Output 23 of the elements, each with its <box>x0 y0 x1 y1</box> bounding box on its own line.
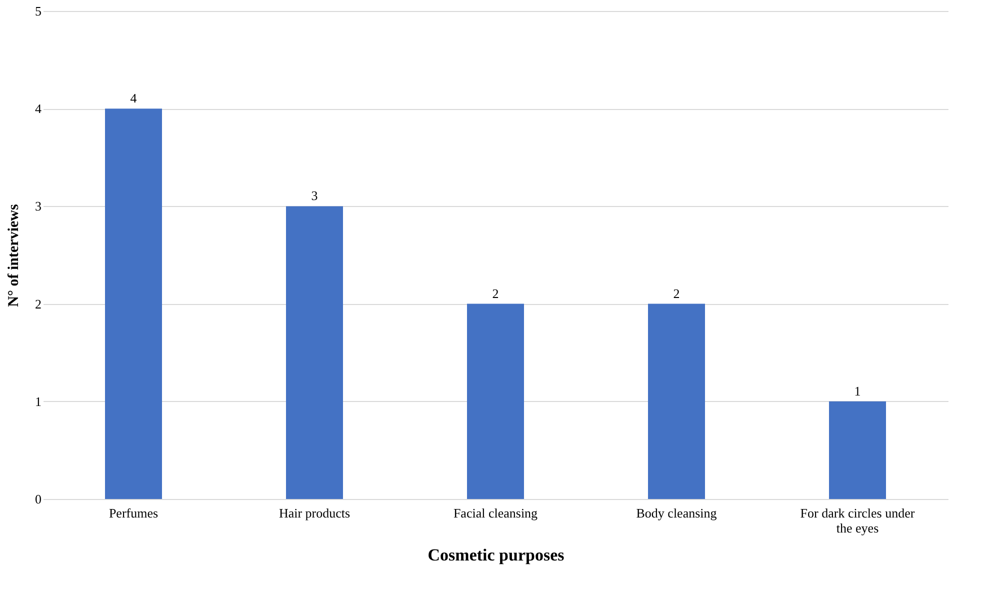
y-tick-label: 0 <box>35 492 42 506</box>
data-label: 1 <box>854 383 861 398</box>
y-tick-label: 3 <box>35 198 42 214</box>
data-label: 3 <box>311 188 318 204</box>
x-tick-label: Perfumes <box>108 506 158 520</box>
bar <box>105 108 162 499</box>
y-axis-title: N° of interviews <box>6 204 22 307</box>
x-tick-label: Hair products <box>278 506 350 520</box>
data-label: 4 <box>130 90 138 106</box>
bar <box>829 401 886 499</box>
y-tick-label: 2 <box>35 296 42 312</box>
bar <box>286 206 343 499</box>
x-tick-label: Body cleansing <box>636 506 718 520</box>
data-label: 2 <box>492 286 499 301</box>
y-tick-label: 5 <box>35 4 42 18</box>
x-axis-title: Cosmetic purposes <box>428 546 565 564</box>
bar <box>467 304 524 499</box>
x-tick-label: For dark circles under the eyes <box>800 506 916 536</box>
bar <box>648 304 705 499</box>
data-label: 2 <box>673 286 680 301</box>
y-tick-label: 1 <box>35 394 42 409</box>
x-tick-label: Facial cleansing <box>453 506 538 520</box>
y-tick-label: 4 <box>35 101 42 116</box>
